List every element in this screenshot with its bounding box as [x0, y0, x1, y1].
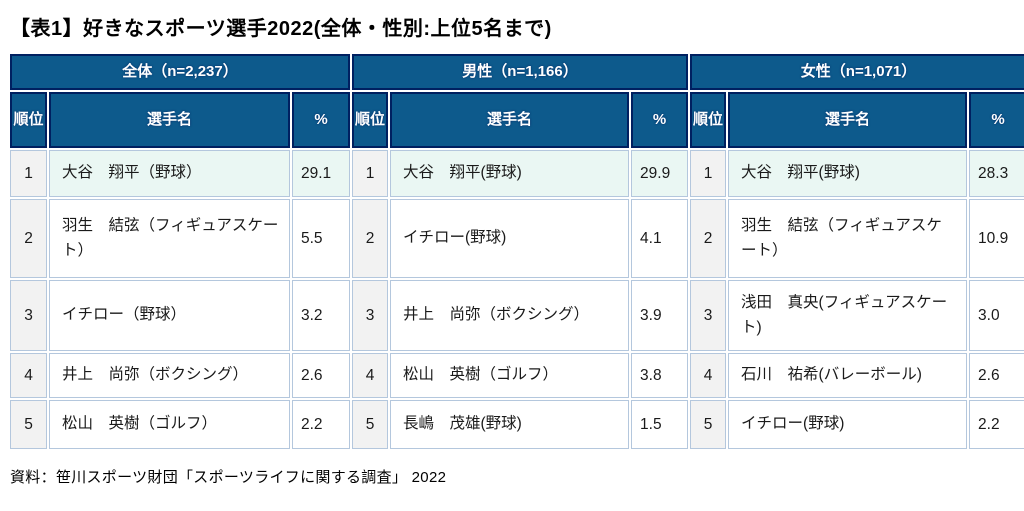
column-header-name-overall: 選手名	[49, 92, 290, 148]
percent-cell: 2.6	[969, 353, 1024, 398]
column-header-name-female: 選手名	[728, 92, 968, 148]
page: 【表1】好きなスポーツ選手2022(全体・性別:上位5名まで) 全体（n=2,2…	[8, 18, 1024, 486]
athlete-name-cell: 石川 祐希(バレーボール)	[728, 353, 968, 398]
athlete-name-cell: イチロー(野球)	[390, 199, 630, 278]
column-header-pct-female: %	[969, 92, 1024, 148]
group-header-female: 女性（n=1,071）	[690, 54, 1024, 90]
rank-cell: 4	[352, 353, 389, 398]
table-header: 全体（n=2,237） 男性（n=1,166） 女性（n=1,071） 順位 選…	[10, 54, 1024, 148]
athlete-name-cell: 井上 尚弥（ボクシング）	[390, 280, 630, 351]
percent-cell: 3.0	[969, 280, 1024, 351]
source-note: 資料：笹川スポーツ財団「スポーツライフに関する調査」 2022	[10, 469, 447, 486]
athlete-name-cell: 長嶋 茂雄(野球)	[390, 400, 630, 449]
percent-cell: 3.9	[631, 280, 689, 351]
rank-cell: 5	[10, 400, 47, 449]
column-header-name-male: 選手名	[390, 92, 630, 148]
rank-cell: 5	[352, 400, 389, 449]
column-header-pct-male: %	[631, 92, 689, 148]
table-row: 2 羽生 結弦（フィギュアスケート） 5.5 2 イチロー(野球) 4.1 2 …	[10, 199, 1024, 278]
rank-cell: 3	[352, 280, 389, 351]
column-header-rank-overall: 順位	[10, 92, 47, 148]
percent-cell: 3.8	[631, 353, 689, 398]
rank-cell: 3	[690, 280, 727, 351]
column-header-pct-overall: %	[292, 92, 351, 148]
group-header-male: 男性（n=1,166）	[352, 54, 689, 90]
page-title: 【表1】好きなスポーツ選手2022(全体・性別:上位5名まで)	[10, 18, 552, 40]
rank-cell: 3	[10, 280, 47, 351]
rank-cell: 1	[352, 150, 389, 197]
rank-cell: 1	[690, 150, 727, 197]
group-header-overall: 全体（n=2,237）	[10, 54, 351, 90]
ranking-table: 全体（n=2,237） 男性（n=1,166） 女性（n=1,071） 順位 選…	[8, 52, 1024, 451]
percent-cell: 1.5	[631, 400, 689, 449]
rank-cell: 4	[690, 353, 727, 398]
percent-cell: 3.2	[292, 280, 351, 351]
athlete-name-cell: 浅田 真央(フィギュアスケート)	[728, 280, 968, 351]
athlete-name-cell: 羽生 結弦（フィギュアスケート）	[49, 199, 290, 278]
table-row: 1 大谷 翔平（野球） 29.1 1 大谷 翔平(野球) 29.9 1 大谷 翔…	[10, 150, 1024, 197]
column-header-rank-female: 順位	[690, 92, 727, 148]
percent-cell: 29.9	[631, 150, 689, 197]
percent-cell: 28.3	[969, 150, 1024, 197]
percent-cell: 4.1	[631, 199, 689, 278]
percent-cell: 2.2	[969, 400, 1024, 449]
percent-cell: 10.9	[969, 199, 1024, 278]
table-row: 5 松山 英樹（ゴルフ） 2.2 5 長嶋 茂雄(野球) 1.5 5 イチロー(…	[10, 400, 1024, 449]
athlete-name-cell: イチロー(野球)	[728, 400, 968, 449]
column-header-row: 順位 選手名 % 順位 選手名 % 順位 選手名 %	[10, 92, 1024, 148]
rank-cell: 2	[352, 199, 389, 278]
rank-cell: 2	[690, 199, 727, 278]
athlete-name-cell: 井上 尚弥（ボクシング）	[49, 353, 290, 398]
group-header-row: 全体（n=2,237） 男性（n=1,166） 女性（n=1,071）	[10, 54, 1024, 90]
percent-cell: 29.1	[292, 150, 351, 197]
percent-cell: 2.6	[292, 353, 351, 398]
table-row: 3 イチロー（野球） 3.2 3 井上 尚弥（ボクシング） 3.9 3 浅田 真…	[10, 280, 1024, 351]
athlete-name-cell: 大谷 翔平(野球)	[728, 150, 968, 197]
athlete-name-cell: 松山 英樹（ゴルフ）	[390, 353, 630, 398]
athlete-name-cell: 大谷 翔平（野球）	[49, 150, 290, 197]
percent-cell: 5.5	[292, 199, 351, 278]
table-body: 1 大谷 翔平（野球） 29.1 1 大谷 翔平(野球) 29.9 1 大谷 翔…	[10, 150, 1024, 449]
rank-cell: 2	[10, 199, 47, 278]
athlete-name-cell: 羽生 結弦（フィギュアスケート）	[728, 199, 968, 278]
athlete-name-cell: イチロー（野球）	[49, 280, 290, 351]
rank-cell: 5	[690, 400, 727, 449]
athlete-name-cell: 松山 英樹（ゴルフ）	[49, 400, 290, 449]
table-row: 4 井上 尚弥（ボクシング） 2.6 4 松山 英樹（ゴルフ） 3.8 4 石川…	[10, 353, 1024, 398]
athlete-name-cell: 大谷 翔平(野球)	[390, 150, 630, 197]
rank-cell: 4	[10, 353, 47, 398]
percent-cell: 2.2	[292, 400, 351, 449]
column-header-rank-male: 順位	[352, 92, 389, 148]
rank-cell: 1	[10, 150, 47, 197]
